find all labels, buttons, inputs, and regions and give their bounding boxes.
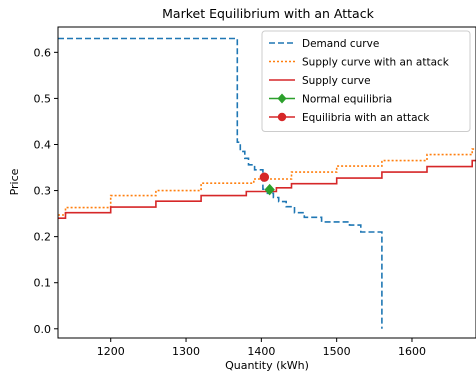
y-tick-label: 0.5 xyxy=(34,92,52,105)
equilibria-with-an-attack-legend-label: Equilibria with an attack xyxy=(302,112,430,124)
y-axis-title: Price xyxy=(8,168,21,195)
series-layer xyxy=(58,37,476,329)
supply-curve-with-an-attack-line xyxy=(58,148,476,216)
supply-curve-legend-label: Supply curve xyxy=(302,75,371,87)
supply-curve-with-an-attack-legend-label: Supply curve with an attack xyxy=(302,57,450,69)
points-layer xyxy=(259,172,275,196)
y-tick-label: 0.6 xyxy=(34,46,52,59)
x-tick-label: 1400 xyxy=(247,345,275,358)
y-axis: 0.0 0.1 0.2 0.3 0.4 0.5 0.6 xyxy=(34,46,58,336)
x-tick-label: 1500 xyxy=(323,345,351,358)
normal-equilibria-legend-label: Normal equilibria xyxy=(302,94,392,106)
y-tick-label: 0.4 xyxy=(34,138,52,151)
legend-box xyxy=(261,30,471,132)
y-tick-label: 0.3 xyxy=(34,185,52,198)
y-tick-label: 0.2 xyxy=(34,231,52,244)
equilibria-with-an-attack-legend-marker xyxy=(277,112,287,122)
plot-frame xyxy=(57,26,476,339)
normal-equilibria-legend-marker xyxy=(277,93,287,104)
y-tick-label: 0.0 xyxy=(34,323,52,336)
x-tick-label: 1600 xyxy=(398,345,426,358)
demand-curve-line xyxy=(58,37,383,329)
equilibria-with-an-attack-marker xyxy=(259,172,270,182)
supply-curve-line xyxy=(58,159,476,219)
legend: Demand curve Supply curve with an attack S… xyxy=(261,30,471,132)
y-tick-label: 0.1 xyxy=(34,277,52,290)
demand-curve-legend-label: Demand curve xyxy=(302,38,379,50)
x-axis-title: Quantity (kWh) xyxy=(225,359,309,372)
x-tick-label: 1300 xyxy=(172,345,200,358)
x-tick-label: 1200 xyxy=(97,345,125,358)
x-axis: 1200 1300 1400 1500 1600 xyxy=(97,338,426,358)
chart-title: Market Equilibrium with an Attack xyxy=(162,6,374,21)
normal-equilibria-marker xyxy=(264,183,275,196)
